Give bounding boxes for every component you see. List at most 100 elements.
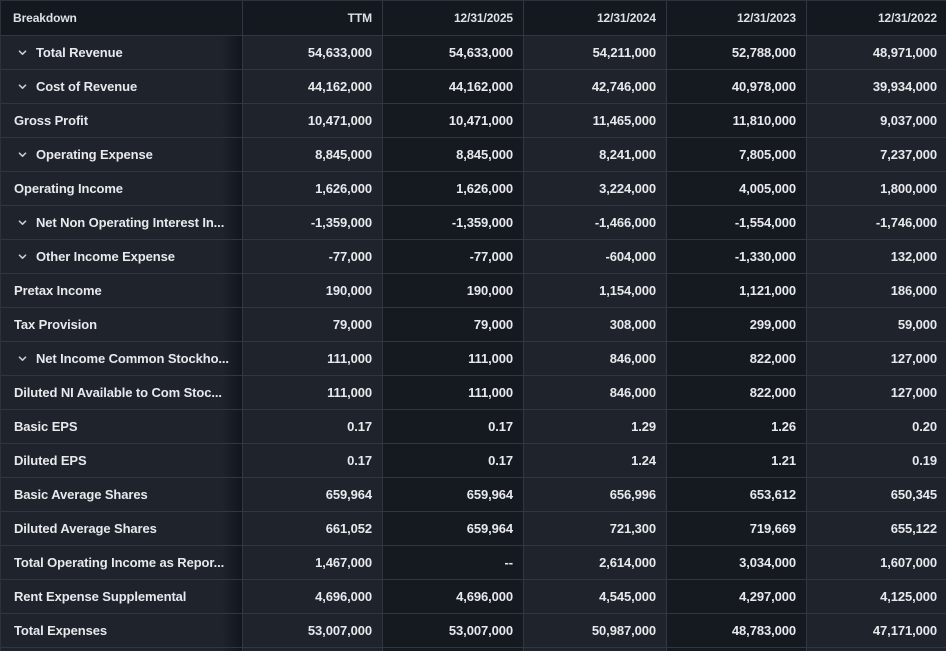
row-label-cell[interactable]: Net Non Operating Interest In... [1, 206, 243, 240]
chevron-down-icon[interactable] [17, 353, 28, 364]
value-cell: 1,607,000 [807, 546, 946, 580]
value-cell: 190,000 [243, 274, 383, 308]
value-cell: 308,000 [524, 308, 667, 342]
row-label: Basic EPS [14, 419, 78, 434]
value-cell: -77,000 [243, 240, 383, 274]
value-cell: 3,224,000 [524, 172, 667, 206]
value-cell [524, 648, 667, 651]
value-cell: 7,805,000 [667, 138, 807, 172]
row-label-cell: Diluted Average Shares [1, 512, 243, 546]
table-row-rent-expense-supplemental: Rent Expense Supplemental 4,696,000 4,696,… [1, 580, 946, 614]
table-row-basic-average-shares: Basic Average Shares 659,964 659,964 656,99… [1, 478, 946, 512]
value-cell: 79,000 [383, 308, 524, 342]
table-row-partial [1, 648, 946, 651]
value-cell: 50,987,000 [524, 614, 667, 648]
row-label-cell: Pretax Income [1, 274, 243, 308]
row-label: Total Expenses [14, 623, 108, 638]
table-row-total-expenses: Total Expenses 53,007,000 53,007,000 50,987… [1, 614, 946, 648]
value-cell: 54,633,000 [383, 36, 524, 70]
row-label-cell[interactable]: Net Income Common Stockho... [1, 342, 243, 376]
value-cell: 44,162,000 [243, 70, 383, 104]
value-cell: 8,845,000 [243, 138, 383, 172]
value-cell: 1,626,000 [243, 172, 383, 206]
value-cell: 111,000 [383, 342, 524, 376]
row-label: Pretax Income [14, 283, 102, 298]
row-label-cell[interactable]: Other Income Expense [1, 240, 243, 274]
value-cell: 1,800,000 [807, 172, 946, 206]
value-cell: -604,000 [524, 240, 667, 274]
value-cell: 0.19 [807, 444, 946, 478]
value-cell: 9,037,000 [807, 104, 946, 138]
table-row-total-revenue: Total Revenue 54,633,000 54,633,000 54,211,… [1, 36, 946, 70]
row-label-cell: Gross Profit [1, 104, 243, 138]
value-cell: 1.24 [524, 444, 667, 478]
value-cell: 0.17 [243, 444, 383, 478]
row-label-cell[interactable]: Operating Expense [1, 138, 243, 172]
value-cell: 40,978,000 [667, 70, 807, 104]
chevron-down-icon[interactable] [17, 251, 28, 262]
column-header-breakdown: Breakdown [1, 1, 243, 36]
value-cell: -1,554,000 [667, 206, 807, 240]
table-row-net-income-common-stockho: Net Income Common Stockho... 111,000 111,0… [1, 342, 946, 376]
value-cell [383, 648, 524, 651]
value-cell: 653,612 [667, 478, 807, 512]
value-cell: 659,964 [243, 478, 383, 512]
row-label: Other Income Expense [36, 249, 175, 264]
value-cell: -1,359,000 [383, 206, 524, 240]
value-cell: 127,000 [807, 342, 946, 376]
value-cell: 0.17 [383, 444, 524, 478]
column-header-12-31-2022: 12/31/2022 [807, 1, 946, 36]
value-cell: 1.29 [524, 410, 667, 444]
value-cell: -1,330,000 [667, 240, 807, 274]
table-row-operating-income: Operating Income 1,626,000 1,626,000 3,224,… [1, 172, 946, 206]
column-header-12-31-2025: 12/31/2025 [383, 1, 524, 36]
value-cell: 132,000 [807, 240, 946, 274]
table-header-row: Breakdown TTM 12/31/2025 12/31/2024 12/31/20… [1, 1, 946, 36]
row-label: Total Operating Income as Repor... [14, 555, 225, 570]
chevron-down-icon[interactable] [17, 149, 28, 160]
chevron-down-icon[interactable] [17, 81, 28, 92]
table-row-cost-of-revenue: Cost of Revenue 44,162,000 44,162,000 42,74… [1, 70, 946, 104]
chevron-down-icon[interactable] [17, 47, 28, 58]
value-cell: -1,466,000 [524, 206, 667, 240]
value-cell [807, 648, 946, 651]
value-cell: 1,121,000 [667, 274, 807, 308]
value-cell: 656,996 [524, 478, 667, 512]
table-row-pretax-income: Pretax Income 190,000 190,000 1,154,000 1,12… [1, 274, 946, 308]
value-cell: 4,005,000 [667, 172, 807, 206]
value-cell: 10,471,000 [383, 104, 524, 138]
value-cell: 650,345 [807, 478, 946, 512]
value-cell: 1.21 [667, 444, 807, 478]
value-cell: 846,000 [524, 342, 667, 376]
value-cell: 52,788,000 [667, 36, 807, 70]
value-cell: 661,052 [243, 512, 383, 546]
row-label-cell: Total Expenses [1, 614, 243, 648]
value-cell: 111,000 [383, 376, 524, 410]
value-cell: 4,696,000 [243, 580, 383, 614]
value-cell: -1,746,000 [807, 206, 946, 240]
value-cell: 1,467,000 [243, 546, 383, 580]
value-cell: 659,964 [383, 512, 524, 546]
value-cell: 4,297,000 [667, 580, 807, 614]
row-label: Cost of Revenue [36, 79, 138, 94]
value-cell: 822,000 [667, 342, 807, 376]
value-cell: 655,122 [807, 512, 946, 546]
value-cell: 1,626,000 [383, 172, 524, 206]
table-row-diluted-ni-available-to-com-stoc: Diluted NI Available to Com Stoc... 111,0… [1, 376, 946, 410]
row-label-cell[interactable]: Total Revenue [1, 36, 243, 70]
row-label: Diluted Average Shares [14, 521, 157, 536]
value-cell: 10,471,000 [243, 104, 383, 138]
row-label-cell: Tax Provision [1, 308, 243, 342]
row-label-cell[interactable]: Cost of Revenue [1, 70, 243, 104]
chevron-down-icon[interactable] [17, 217, 28, 228]
value-cell: 299,000 [667, 308, 807, 342]
value-cell: 822,000 [667, 376, 807, 410]
row-label: Basic Average Shares [14, 487, 148, 502]
row-label: Operating Income [14, 181, 123, 196]
value-cell [667, 648, 807, 651]
value-cell [243, 648, 383, 651]
value-cell: 0.20 [807, 410, 946, 444]
value-cell: 54,211,000 [524, 36, 667, 70]
value-cell: 53,007,000 [243, 614, 383, 648]
